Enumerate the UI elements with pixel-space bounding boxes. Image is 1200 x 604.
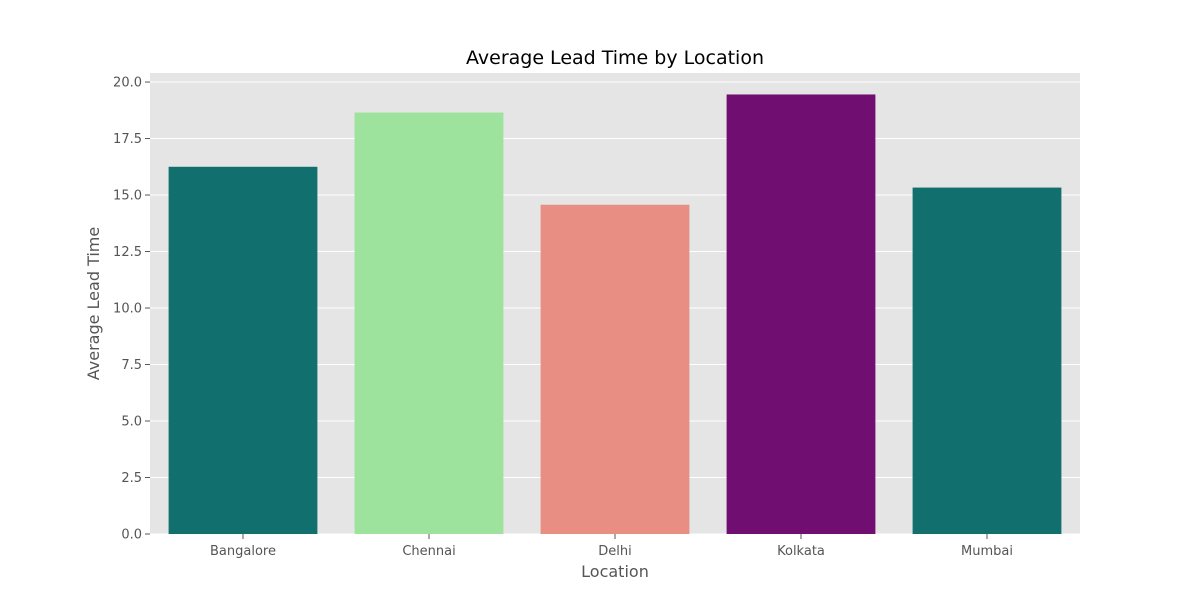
y-tick-label-2: 5.0 (121, 415, 142, 430)
bars-layer (168, 94, 1062, 534)
x-axis-ticks: Bangalore Chennai Delhi Kolkata Mumbai (210, 534, 1013, 559)
y-tick-label-3: 7.5 (121, 358, 142, 373)
x-tick-label-bangalore: Bangalore (210, 544, 276, 559)
bar-chennai (354, 112, 504, 534)
x-axis-label: Location (581, 562, 649, 581)
bar-delhi (540, 204, 690, 534)
y-tick-label-7: 17.5 (113, 132, 142, 147)
y-tick-label-6: 15.0 (113, 189, 142, 204)
x-tick-label-mumbai: Mumbai (961, 544, 1013, 559)
y-tick-label-0: 0.0 (121, 528, 142, 543)
y-tick-label-4: 10.0 (113, 302, 142, 317)
y-tick-label-5: 12.5 (113, 245, 142, 260)
y-axis-ticks: 0.0 2.5 5.0 7.5 10.0 12.5 15.0 17.5 20.0 (113, 76, 150, 543)
y-tick-label-8: 20.0 (113, 76, 142, 91)
x-tick-label-delhi: Delhi (598, 544, 631, 559)
bar-kolkata (726, 94, 876, 534)
y-axis-label: Average Lead Time (84, 227, 103, 380)
x-tick-label-kolkata: Kolkata (777, 544, 825, 559)
x-tick-label-chennai: Chennai (402, 544, 455, 559)
y-tick-label-1: 2.5 (121, 471, 142, 486)
bar-bangalore (168, 166, 318, 534)
bar-mumbai (912, 187, 1062, 534)
chart-title: Average Lead Time by Location (466, 47, 764, 69)
